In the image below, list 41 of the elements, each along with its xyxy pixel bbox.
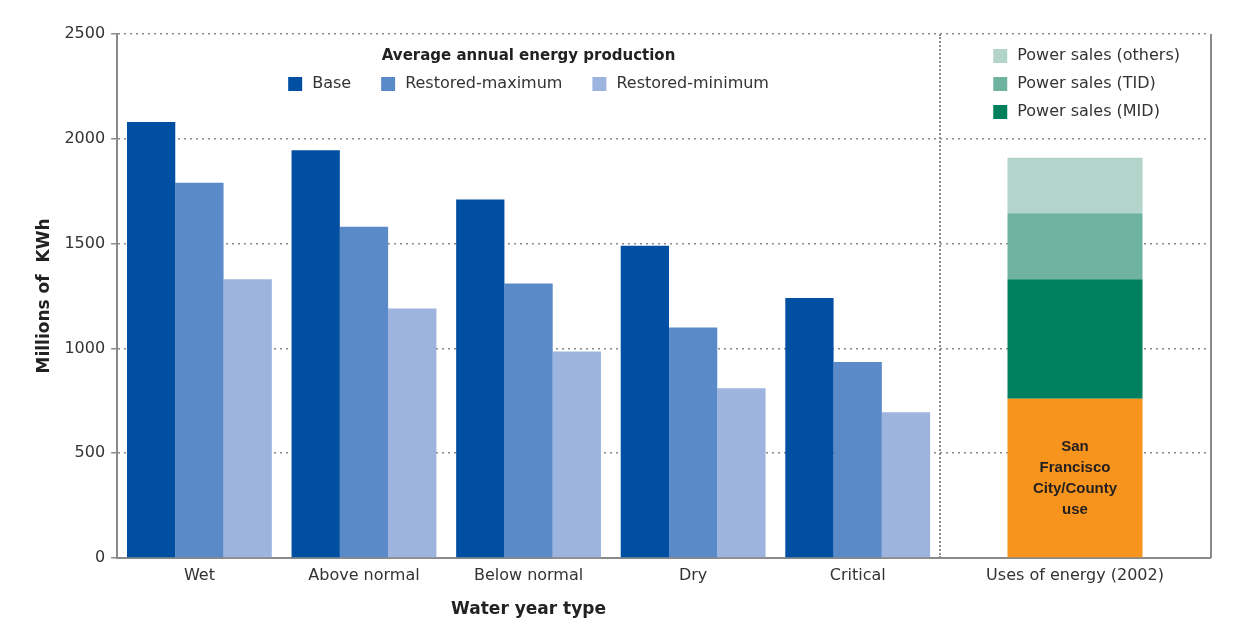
- y-tick-label: 1000: [64, 337, 106, 357]
- x-tick-label: Below normal: [473, 564, 584, 584]
- legend-label: Power sales (MID): [1017, 101, 1160, 121]
- bar: [552, 351, 601, 558]
- bar: [175, 182, 224, 558]
- bar: [620, 245, 669, 558]
- y-tick-label: 2500: [64, 23, 106, 43]
- bar: [717, 388, 766, 558]
- bar: [1007, 279, 1143, 399]
- x-tick-label: Above normal: [308, 564, 420, 584]
- legend-label: Power sales (TID): [1017, 73, 1156, 93]
- bar: [223, 279, 272, 558]
- bar: [388, 308, 437, 558]
- legend-label: Power sales (others): [1017, 45, 1181, 65]
- bar: [833, 362, 882, 558]
- bar: [1007, 157, 1143, 214]
- bar: [291, 150, 340, 558]
- y-axis-title: Millions of KWh: [32, 218, 53, 374]
- y-tick-label: 1500: [64, 232, 106, 252]
- bar: [339, 226, 389, 558]
- legend-label: Base: [312, 73, 352, 93]
- bar: [881, 412, 931, 558]
- x-tick-label: Uses of energy (2002): [986, 564, 1164, 584]
- bar: [126, 122, 176, 558]
- legend-label: Restored-minimum: [616, 73, 769, 93]
- legend-label: Restored-maximum: [405, 73, 563, 93]
- x-tick-label: Wet: [183, 564, 215, 584]
- bar: [504, 283, 553, 558]
- x-axis-title: Water year type: [451, 598, 606, 619]
- x-tick-label: Dry: [678, 564, 708, 584]
- bar: [785, 298, 834, 558]
- bar: [1007, 398, 1143, 558]
- annotation: San Francisco City/County use: [1032, 436, 1118, 517]
- y-tick-label: 500: [74, 442, 106, 462]
- bar: [669, 327, 718, 558]
- y-tick-label: 2000: [64, 127, 106, 147]
- bar: [1007, 213, 1143, 280]
- x-tick-label: Critical: [829, 564, 886, 584]
- legend-title: Average annual energy production: [381, 45, 676, 64]
- bar: [456, 199, 505, 558]
- y-tick-label: 0: [94, 547, 106, 567]
